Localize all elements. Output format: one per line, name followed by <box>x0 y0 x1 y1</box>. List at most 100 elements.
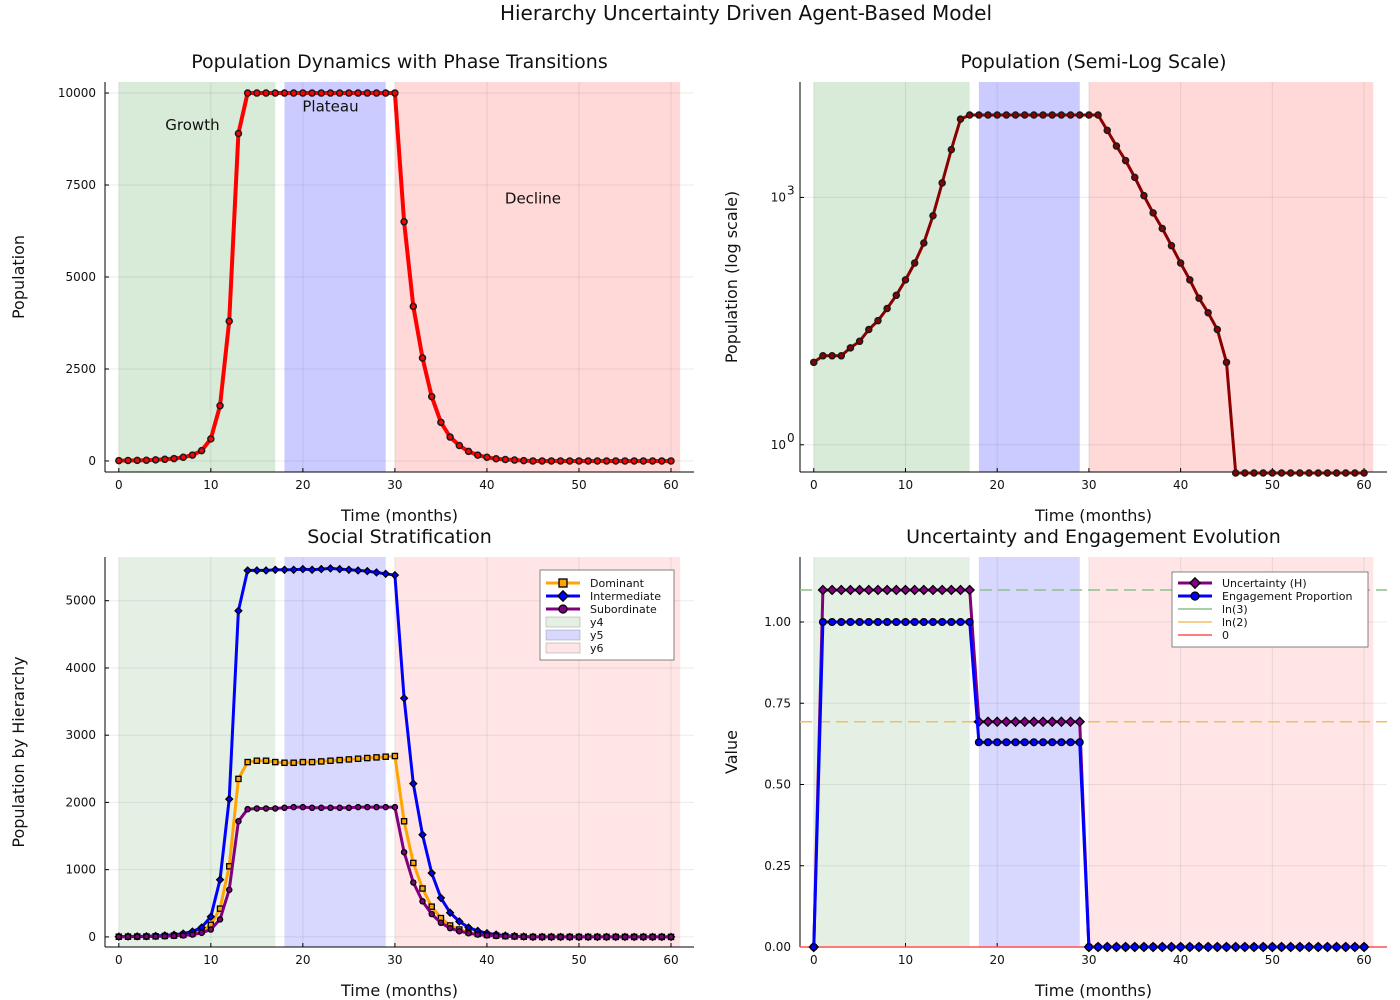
data-point <box>510 456 519 464</box>
data-point <box>483 453 491 462</box>
data-point <box>621 933 629 941</box>
data-point <box>956 115 965 123</box>
data-point <box>1140 191 1148 200</box>
data-point <box>390 570 400 580</box>
data-point <box>529 933 537 941</box>
data-point <box>1231 942 1240 952</box>
x-tick-label: 50 <box>1265 478 1280 492</box>
legend-swatch <box>545 629 581 641</box>
y-tick-label: 4000 <box>65 661 96 675</box>
data-point <box>1332 942 1341 952</box>
data-point <box>492 932 500 940</box>
data-point <box>271 89 280 97</box>
data-point <box>511 933 518 940</box>
data-point <box>446 433 454 441</box>
data-point <box>409 302 418 311</box>
data-point <box>817 584 829 596</box>
legend-label: y5 <box>590 629 604 642</box>
data-point <box>215 875 225 885</box>
data-point <box>133 456 141 465</box>
data-point <box>207 435 215 443</box>
y-tick-label: 7500 <box>65 178 96 192</box>
data-point <box>919 617 928 627</box>
data-point <box>1066 738 1075 747</box>
data-point <box>872 584 884 596</box>
data-point <box>938 179 946 187</box>
data-point <box>456 927 463 935</box>
data-point <box>316 564 326 574</box>
data-point <box>845 584 856 596</box>
y-axis-label: Value <box>722 730 741 774</box>
data-point <box>364 754 371 762</box>
data-point <box>809 942 818 952</box>
data-point <box>529 457 537 465</box>
x-tick-label: 0 <box>115 478 123 492</box>
data-point <box>855 617 864 627</box>
data-point <box>373 754 380 761</box>
data-point <box>993 738 1002 747</box>
data-point <box>502 933 509 940</box>
annotation: Decline <box>505 189 561 207</box>
data-point <box>1268 469 1277 477</box>
x-tick-label: 40 <box>479 478 494 492</box>
data-point <box>437 418 445 427</box>
data-point <box>299 758 307 766</box>
data-point <box>910 259 919 267</box>
data-point <box>289 565 298 575</box>
data-point <box>261 566 271 575</box>
data-point <box>575 457 583 465</box>
data-point <box>1149 942 1158 952</box>
data-point <box>235 818 242 825</box>
x-tick-label: 0 <box>810 953 818 967</box>
data-point <box>1332 469 1341 477</box>
data-point <box>336 756 343 764</box>
data-point <box>1167 241 1176 250</box>
data-point <box>947 617 956 627</box>
data-point <box>381 89 390 97</box>
data-point <box>142 456 151 464</box>
legend-marker <box>558 604 568 614</box>
data-point <box>602 457 611 465</box>
data-point <box>1158 224 1167 233</box>
data-point <box>280 89 289 97</box>
data-point <box>1030 111 1038 119</box>
data-point <box>115 456 123 465</box>
data-point <box>1103 942 1112 952</box>
data-point <box>124 933 132 940</box>
data-point <box>364 803 371 811</box>
data-point <box>964 584 976 596</box>
y-tick-label: 0 <box>88 930 96 944</box>
legend-swatch <box>545 616 581 628</box>
phase-band <box>394 82 681 472</box>
data-point <box>1020 111 1029 119</box>
data-point <box>828 352 836 360</box>
data-point <box>234 129 243 138</box>
data-point <box>982 716 994 728</box>
data-point <box>280 565 289 575</box>
data-point <box>975 111 983 119</box>
data-point <box>1304 942 1314 952</box>
data-point <box>648 457 657 465</box>
data-point <box>928 617 938 627</box>
y-axis-label: Population by Hierarchy <box>9 656 28 847</box>
data-point <box>1360 469 1368 477</box>
y-tick-label: 10 <box>771 190 786 204</box>
data-point <box>382 753 389 760</box>
x-tick-label: 50 <box>1265 953 1280 967</box>
data-point <box>649 933 656 941</box>
y-tick-label: 2000 <box>65 795 96 809</box>
data-point <box>1011 111 1020 119</box>
data-point <box>993 111 1001 119</box>
data-point <box>640 933 647 941</box>
data-point <box>1149 209 1157 217</box>
legend-label: 0 <box>1222 629 1229 642</box>
data-point <box>883 304 891 313</box>
data-point <box>667 457 675 465</box>
y-tick-label: 10 <box>771 438 786 452</box>
data-point <box>947 145 956 154</box>
data-point <box>133 933 141 940</box>
legend-swatch <box>545 642 581 654</box>
y-tick-label: 0.00 <box>764 940 791 954</box>
data-point <box>956 617 965 627</box>
